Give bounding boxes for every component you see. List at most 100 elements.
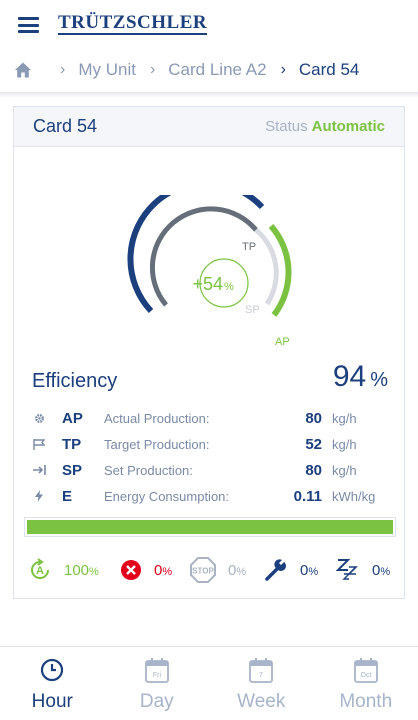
gauge-center-value: +54 (192, 274, 223, 294)
stat-value: 0% (372, 562, 390, 579)
efficiency-unit: % (370, 369, 388, 391)
status-label: Status Automatic (265, 118, 385, 135)
metric-value: 80 (305, 461, 322, 479)
stat-value: 0% (154, 562, 172, 579)
chevron-right-icon: › (280, 61, 286, 78)
stat-number: 0 (154, 561, 163, 579)
metrics-list: AP Actual Production: 80 kg/h TP Target … (32, 405, 388, 509)
breadcrumb-card-line[interactable]: Card Line A2 (168, 60, 267, 79)
stat-error: 0% (120, 555, 172, 585)
production-gauge: +54 % TP SP AP (127, 195, 292, 348)
machine-card: Card 54 Status Automatic +54 % TP SP AP E… (13, 106, 405, 599)
tab-hour[interactable]: Hour (0, 647, 105, 720)
arrow-to-line-icon (32, 463, 46, 477)
tab-day[interactable]: Fri Day (105, 647, 210, 720)
period-tab-bar: Hour Fri Day 7 Week Oct Month (0, 646, 418, 720)
stat-value: 0% (300, 562, 318, 579)
tab-label: Hour (31, 691, 73, 712)
calendar-month-icon: Oct (353, 658, 378, 683)
status-value: Automatic (311, 118, 385, 135)
stat-number: 100 (64, 561, 90, 579)
flag-icon (32, 437, 46, 451)
stat-unit: % (308, 565, 319, 578)
breadcrumb-current: Card 54 (298, 60, 360, 79)
stat-number: 0 (228, 561, 237, 579)
stat-value: 100% (64, 562, 99, 579)
progress-fill (27, 520, 393, 534)
efficiency-value: 94% (333, 360, 388, 394)
tab-label: Day (139, 691, 174, 712)
truetzschler-logo: TRÜTZSCHLER (58, 12, 208, 35)
efficiency-label: Efficiency (32, 370, 118, 392)
gauge-rest-arc (254, 228, 279, 306)
efficiency-progress-bar (24, 517, 396, 537)
sleep-icon (336, 559, 358, 580)
chevron-right-icon: › (60, 61, 66, 78)
metric-abbr: AP (62, 409, 83, 427)
automatic-icon: A (31, 558, 49, 579)
efficiency-row: Efficiency 94% (32, 360, 388, 394)
calendar-day-icon: Fri (144, 658, 169, 683)
tab-month[interactable]: Oct Month (314, 647, 418, 720)
metric-label: Set Production: (104, 462, 193, 478)
metric-unit: kg/h (332, 462, 357, 478)
tab-label: Month (339, 691, 393, 712)
stat-stop: STOP 0% (190, 555, 246, 585)
breadcrumb-my-unit[interactable]: My Unit (78, 60, 136, 79)
svg-text:STOP: STOP (192, 567, 214, 576)
stat-unit: % (162, 565, 173, 578)
stat-number: 0 (372, 561, 381, 579)
metric-unit: kg/h (332, 410, 357, 426)
hamburger-menu-icon[interactable] (18, 17, 39, 33)
metric-row: AP Actual Production: 80 kg/h (32, 405, 388, 431)
metric-label: Energy Consumption: (104, 488, 230, 504)
metric-row: E Energy Consumption: 0.11 kWh/kg (32, 483, 388, 509)
gauge-label-tp: TP (242, 241, 256, 253)
metric-row: TP Target Production: 52 kg/h (32, 431, 388, 457)
metric-value: 0.11 (293, 487, 322, 505)
metric-abbr: SP (62, 461, 83, 479)
gauge-center-unit: % (224, 281, 234, 293)
status-text: Status (265, 118, 308, 135)
chevron-right-icon: › (149, 61, 156, 78)
stat-unit: % (236, 565, 247, 578)
stop-icon: STOP (190, 557, 216, 583)
metric-abbr: E (62, 487, 73, 505)
stat-value: 0% (228, 562, 246, 579)
svg-text:A: A (36, 565, 44, 577)
metric-value: 80 (305, 409, 322, 427)
clock-icon (41, 658, 64, 682)
metric-value: 52 (305, 435, 322, 453)
breadcrumb: › My Unit › Card Line A2 › Card 54 (0, 50, 418, 90)
svg-text:Oct: Oct (360, 672, 371, 679)
stat-number: 0 (300, 561, 309, 579)
metric-abbr: TP (62, 435, 82, 453)
metric-unit: kWh/kg (332, 488, 376, 504)
tab-week[interactable]: 7 Week (209, 647, 314, 720)
card-title: Card 54 (33, 116, 98, 136)
metric-label: Actual Production: (104, 410, 210, 426)
svg-text:Fri: Fri (153, 672, 162, 679)
calendar-week-icon: 7 (249, 658, 274, 683)
efficiency-number: 94 (332, 360, 367, 393)
metric-unit: kg/h (332, 436, 357, 452)
stat-maintenance: 0% (264, 555, 318, 585)
stat-unit: % (89, 565, 99, 578)
metric-row: SP Set Production: 80 kg/h (32, 457, 388, 483)
header-divider (0, 92, 418, 98)
gauge-label-sp: SP (245, 304, 260, 316)
state-stats: A 100% 0% STOP 0% 0% (14, 555, 406, 585)
stat-unit: % (380, 565, 391, 578)
home-icon[interactable] (14, 61, 32, 79)
stat-automatic: A 100% (28, 555, 99, 585)
lightning-icon (32, 489, 46, 503)
gauge-center-circle (199, 258, 249, 308)
card-header: Card 54 Status Automatic (14, 107, 404, 147)
gauge-actual-arc (268, 224, 292, 317)
tab-label: Week (237, 691, 286, 712)
metric-label: Target Production: (104, 436, 210, 452)
stat-idle: 0% (336, 555, 390, 585)
error-icon (121, 560, 141, 580)
top-bar: TRÜTZSCHLER (0, 0, 418, 50)
gauge-label-ap: AP (275, 336, 290, 348)
